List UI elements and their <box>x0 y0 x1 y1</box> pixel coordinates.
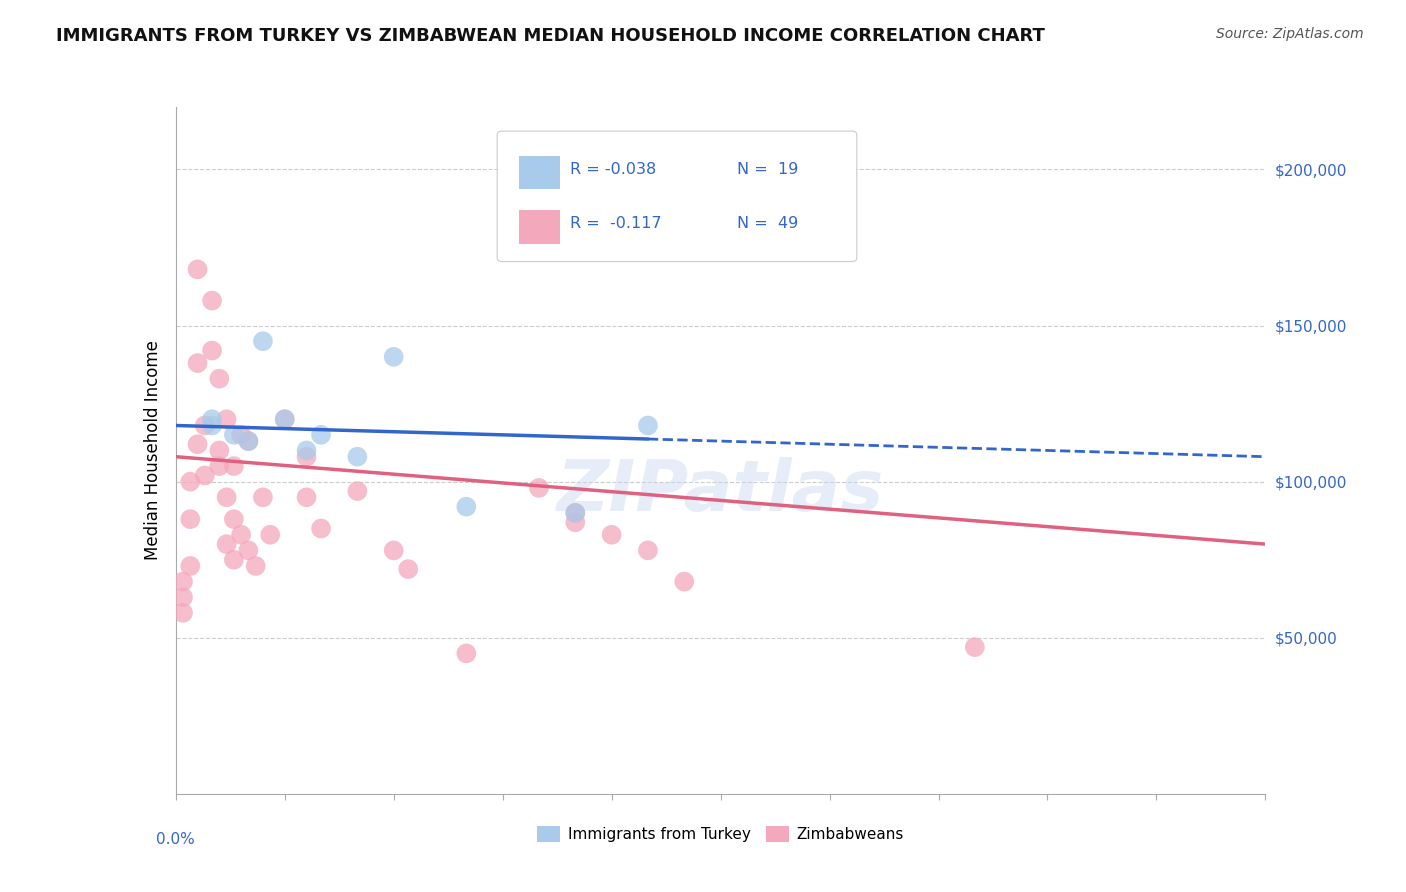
Point <box>295 450 318 464</box>
Point <box>564 506 586 520</box>
Point <box>456 500 478 514</box>
Point <box>172 591 194 605</box>
Legend: Immigrants from Turkey, Zimbabweans: Immigrants from Turkey, Zimbabweans <box>531 820 910 848</box>
Point <box>201 418 224 433</box>
Point <box>186 356 209 370</box>
Point <box>637 418 659 433</box>
Point <box>222 512 245 526</box>
Text: N =  19: N = 19 <box>737 161 799 177</box>
Point <box>194 418 217 433</box>
Point <box>172 574 194 589</box>
Y-axis label: Median Household Income: Median Household Income <box>143 341 162 560</box>
Point <box>215 412 238 426</box>
Point <box>274 412 297 426</box>
Point <box>238 543 260 558</box>
Point <box>564 506 586 520</box>
Point <box>527 481 550 495</box>
Point <box>179 558 201 574</box>
Point <box>396 562 419 576</box>
Point <box>600 527 623 541</box>
FancyBboxPatch shape <box>519 156 561 189</box>
Point <box>238 434 260 449</box>
Point <box>309 427 332 442</box>
Point <box>346 450 368 464</box>
Point <box>208 371 231 385</box>
Point <box>309 521 332 535</box>
Point <box>238 434 260 449</box>
Point <box>295 490 318 504</box>
Text: IMMIGRANTS FROM TURKEY VS ZIMBABWEAN MEDIAN HOUSEHOLD INCOME CORRELATION CHART: IMMIGRANTS FROM TURKEY VS ZIMBABWEAN MED… <box>56 27 1045 45</box>
Point <box>252 334 274 348</box>
Point <box>201 412 224 426</box>
Point <box>252 490 274 504</box>
Point <box>245 558 267 574</box>
Point <box>222 458 245 473</box>
Point <box>208 458 231 473</box>
Point <box>186 262 209 277</box>
Point <box>194 468 217 483</box>
Point <box>818 240 841 255</box>
FancyBboxPatch shape <box>519 211 561 244</box>
FancyBboxPatch shape <box>498 131 856 261</box>
Point <box>222 552 245 567</box>
Text: R = -0.038: R = -0.038 <box>571 161 657 177</box>
Point <box>382 350 405 364</box>
Point <box>186 437 209 451</box>
Point <box>201 343 224 358</box>
Point <box>231 427 253 442</box>
Point <box>201 293 224 308</box>
Point <box>231 527 253 541</box>
Point <box>222 427 245 442</box>
Text: N =  49: N = 49 <box>737 216 799 231</box>
Point <box>346 483 368 498</box>
Point <box>673 574 696 589</box>
Point <box>259 527 281 541</box>
Point <box>179 512 201 526</box>
Point <box>274 412 297 426</box>
Point <box>215 537 238 551</box>
Text: 0.0%: 0.0% <box>156 831 195 847</box>
Point <box>172 606 194 620</box>
Point <box>637 543 659 558</box>
Point <box>963 640 986 655</box>
Point <box>208 443 231 458</box>
Point <box>456 646 478 660</box>
Point <box>382 543 405 558</box>
Text: Source: ZipAtlas.com: Source: ZipAtlas.com <box>1216 27 1364 41</box>
Point <box>295 443 318 458</box>
Point <box>564 515 586 529</box>
Point <box>179 475 201 489</box>
Point <box>215 490 238 504</box>
Text: R =  -0.117: R = -0.117 <box>571 216 662 231</box>
Text: ZIPatlas: ZIPatlas <box>557 458 884 526</box>
